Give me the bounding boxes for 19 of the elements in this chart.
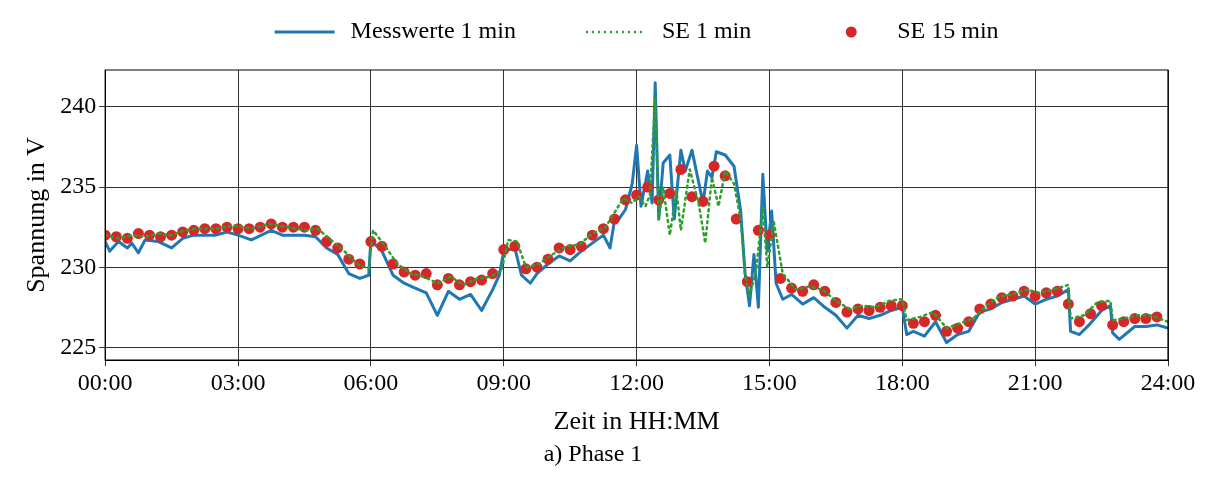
- x-tick-label: 18:00: [874, 368, 930, 395]
- y-axis-title: Spannung in V: [21, 137, 51, 293]
- y-tick-label: 235: [60, 172, 97, 199]
- legend-label: Messwerte 1 min: [350, 17, 516, 44]
- y-tick-label: 230: [60, 252, 97, 279]
- x-axis-title: Zeit in HH:MM: [553, 406, 720, 436]
- x-tick-label: 09:00: [476, 368, 532, 395]
- legend-label: SE 15 min: [897, 17, 999, 44]
- text: a) Phase 1: [543, 439, 643, 466]
- x-tick-label: 24:00: [1140, 368, 1196, 395]
- legend-label: SE 1 min: [661, 17, 752, 44]
- x-tick-label: 00:00: [77, 368, 133, 395]
- x-tick-label: 06:00: [343, 368, 399, 395]
- y-tick-label: 225: [60, 332, 97, 359]
- y-tick-label: 240: [60, 92, 97, 119]
- x-tick-label: 15:00: [742, 368, 797, 395]
- x-tick-label: 21:00: [1007, 368, 1063, 395]
- x-tick-label: 12:00: [609, 368, 664, 395]
- x-tick-label: 03:00: [210, 368, 266, 395]
